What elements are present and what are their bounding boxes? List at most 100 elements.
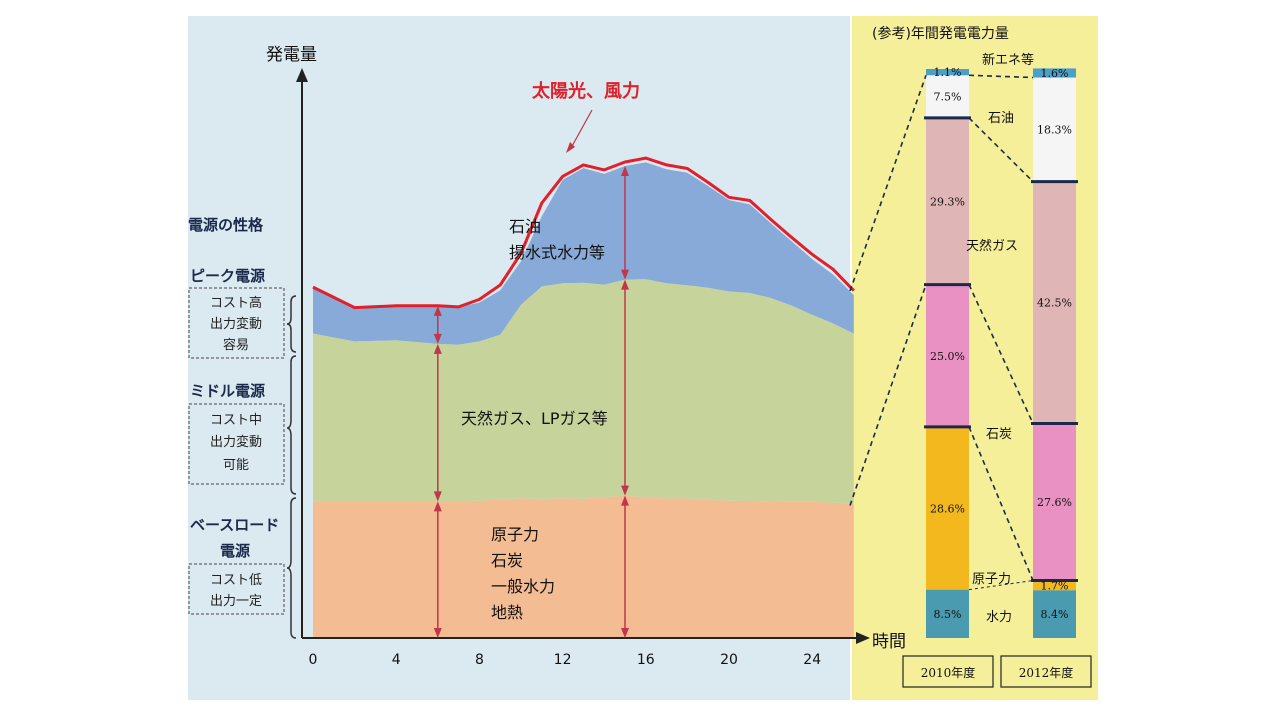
stack-segment-1-水力 (1033, 590, 1076, 638)
fuel-label-lng: 天然ガス (966, 238, 1018, 254)
category-braces (286, 295, 297, 639)
power-character-title: 電源の性格 (188, 216, 264, 234)
arrow-hour-15-peak-head-bottom (621, 269, 629, 280)
peak-brace (286, 295, 297, 353)
connector-3 (968, 284, 1034, 424)
arrow-hour-15-base-head-bottom (621, 628, 629, 638)
fuel-label-nuclear: 原子力 (972, 572, 1011, 587)
base-category-title: ベースロード (190, 516, 279, 534)
annual-generation-stacks (926, 68, 1076, 638)
base-category-title2: 電源 (220, 542, 250, 560)
base-label-line1: 原子力 (491, 525, 539, 544)
stack-segment-0-原子力 (926, 426, 969, 590)
stack-value-label: 25.0% (930, 350, 965, 363)
middle-desc-line3: 可能 (223, 458, 249, 473)
stack-segment-0-石油 (926, 75, 969, 118)
solar-wind-label: 太陽光、風力 (532, 80, 640, 102)
stack-segment-0-天然ガス (926, 117, 969, 285)
stack-segment-0-水力 (926, 589, 969, 638)
stack-segment-1-石油 (1033, 77, 1076, 182)
x-tick-label: 24 (803, 652, 821, 668)
arrow-hour-15-middle-head-bottom (621, 485, 629, 496)
stack-value-label: 1.7% (1041, 579, 1069, 592)
connector-5 (968, 74, 1034, 79)
stack-value-label: 42.5% (1037, 297, 1072, 310)
area-baseload (313, 495, 854, 638)
base-desc-line2: 出力一定 (210, 594, 262, 609)
year-label-2012: 2012年度 (1019, 665, 1074, 680)
fuel-label-oil: 石油 (988, 111, 1014, 126)
year-label-2010: 2010年度 (921, 665, 976, 680)
arrow-hour-6-base-head-top (433, 501, 442, 512)
middle-desc-box (188, 403, 285, 485)
peak-desc-box (188, 287, 285, 359)
stack-value-label: 1.1% (934, 66, 962, 79)
zoom-line-bottom (849, 284, 927, 506)
middle-category-title: ミドル電源 (190, 382, 265, 400)
connector-4 (968, 117, 1034, 183)
stack-value-label: 1.6% (1041, 67, 1069, 80)
stack-value-label: 8.5% (934, 608, 962, 621)
peak-label-line1: 石油 (509, 217, 541, 236)
middle-desc-line1: コスト中 (210, 413, 262, 428)
peak-desc-line1: コスト高 (210, 295, 262, 311)
stack-value-label: 7.5% (934, 91, 962, 104)
stack-value-label: 28.6% (930, 502, 965, 515)
arrow-hour-6-middle-head-bottom (433, 491, 442, 502)
y-axis-arrow (296, 68, 308, 82)
stack-value-label: 27.6% (1037, 496, 1072, 509)
x-tick-label: 4 (392, 652, 401, 668)
year-box-2012 (1000, 655, 1092, 688)
base-label-line2: 石炭 (491, 551, 523, 570)
base-brace (286, 497, 297, 639)
base-label-line3: 一般水力 (491, 577, 555, 596)
arrow-hour-6-base-head-bottom (433, 628, 442, 638)
y-axis-title: 発電量 (266, 45, 317, 65)
fuel-label-hydro: 水力 (986, 610, 1012, 625)
fuel-label-coal: 石炭 (986, 427, 1012, 442)
right-panel-title: (参考)年間発電電力量 (872, 25, 1009, 42)
fuel-label-new-energy: 新エネ等 (982, 52, 1034, 68)
stack-value-label: 8.4% (1041, 608, 1069, 621)
area-layers (312, 156, 855, 638)
x-axis-title: 時間 (872, 632, 906, 652)
stack-segment-1-石炭 (1033, 423, 1076, 581)
x-tick-labels: 0 4 8 12 16 20 24 (309, 652, 822, 668)
base-desc-box (188, 563, 285, 615)
arrow-hour-15-base-head-top (621, 495, 629, 506)
stack-segment-1-原子力 (1033, 580, 1076, 591)
stack-value-label: 18.3% (1037, 124, 1072, 137)
middle-label: 天然ガス、LPガス等 (461, 409, 608, 428)
arrow-hour-15-middle-head-top (621, 279, 629, 290)
x-axis-arrow (856, 632, 870, 644)
peak-category-title: ピーク電源 (190, 267, 265, 285)
area-middle (313, 279, 854, 504)
x-tick-label: 20 (720, 652, 738, 668)
stack-segment-1-新エネ等 (1033, 68, 1076, 78)
stack-value-labels: 8.5% 28.6% 25.0% 29.3% 7.5% 1.1% 8.4% 1.7% 27.6%… (930, 66, 1072, 621)
solar-wind-pointer (570, 109, 593, 149)
axes (296, 68, 870, 644)
base-desc-line1: コスト低 (210, 573, 262, 588)
middle-desc-line2: 出力変動 (210, 434, 262, 450)
x-tick-label: 12 (554, 652, 572, 668)
stack-value-label: 29.3% (930, 195, 965, 208)
stack-segment-0-石炭 (926, 284, 969, 427)
connector-2 (968, 426, 1034, 581)
peak-desc-line3: 容易 (223, 337, 249, 353)
stack-segment-0-新エネ等 (926, 69, 969, 76)
arrow-hour-6-peak-head-top (433, 305, 442, 316)
arrow-hour-6-middle-head-top (433, 343, 442, 354)
base-label-line4: 地熱 (491, 603, 523, 622)
arrow-hour-15-peak-head-top (621, 165, 629, 176)
arrow-hour-6-peak-head-bottom (433, 333, 442, 344)
middle-brace (286, 355, 297, 495)
solar-wind-pointer-head (566, 142, 575, 153)
peak-label-line2: 揚水式水力等 (509, 243, 605, 262)
solar-wind-line (312, 156, 855, 310)
x-tick-label: 16 (637, 652, 655, 668)
year-box-2010 (902, 655, 994, 688)
x-tick-label: 8 (475, 652, 484, 668)
stack-segment-1-天然ガス (1033, 181, 1076, 424)
